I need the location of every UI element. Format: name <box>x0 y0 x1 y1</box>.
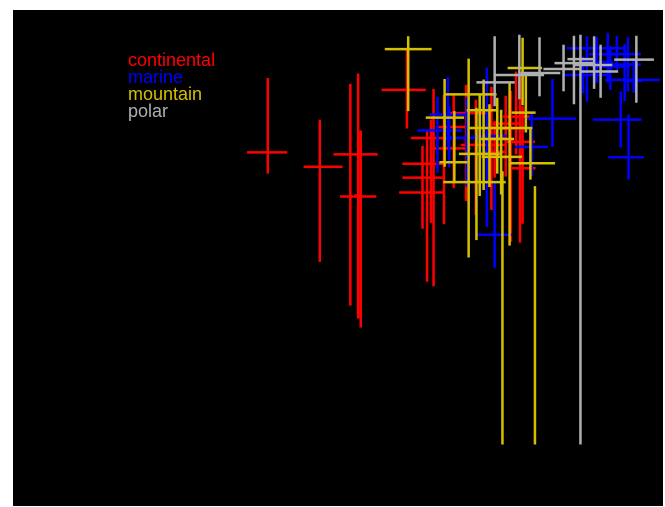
point-mountain-3 <box>443 58 497 258</box>
plot-area <box>13 10 663 506</box>
legend-entry-continental: continental <box>128 50 215 70</box>
point-mountain-12 <box>507 37 543 106</box>
point-mountain-9 <box>481 109 522 195</box>
point-mountain-6 <box>466 79 498 191</box>
point-polar-4 <box>554 35 595 105</box>
series-polar <box>476 34 654 445</box>
point-continental-5 <box>381 50 426 129</box>
point-mountain-14 <box>508 129 556 180</box>
point-continental-1 <box>303 119 343 262</box>
point-mountain-2 <box>439 111 468 182</box>
point-marine-7 <box>526 78 576 147</box>
point-mountain-15 <box>533 186 537 445</box>
point-polar-1 <box>495 34 545 100</box>
point-marine-16 <box>625 59 643 93</box>
point-polar-8 <box>614 35 654 103</box>
point-mountain-5 <box>458 94 500 196</box>
point-polar-7 <box>581 44 619 98</box>
point-mountain-11 <box>501 171 504 445</box>
legend-entry-marine: marine <box>128 67 183 87</box>
legend-entry-polar: polar <box>128 101 168 121</box>
chart-marks <box>247 32 660 445</box>
legend-entry-mountain: mountain <box>128 84 202 104</box>
point-continental-2 <box>333 83 378 306</box>
point-polar-5 <box>567 34 595 445</box>
series-mountain <box>384 36 556 445</box>
point-continental-7 <box>399 145 445 229</box>
point-mountain-13 <box>511 72 536 133</box>
point-polar-6 <box>574 36 613 89</box>
point-marine-17 <box>592 91 642 148</box>
point-mountain-4 <box>443 107 506 241</box>
point-mountain-0 <box>384 36 432 112</box>
point-polar-0 <box>476 36 515 107</box>
point-polar-2 <box>520 37 561 97</box>
point-continental-4 <box>354 73 363 319</box>
point-marine-18 <box>608 114 645 180</box>
point-marine-5 <box>476 183 513 268</box>
point-continental-0 <box>247 77 288 174</box>
